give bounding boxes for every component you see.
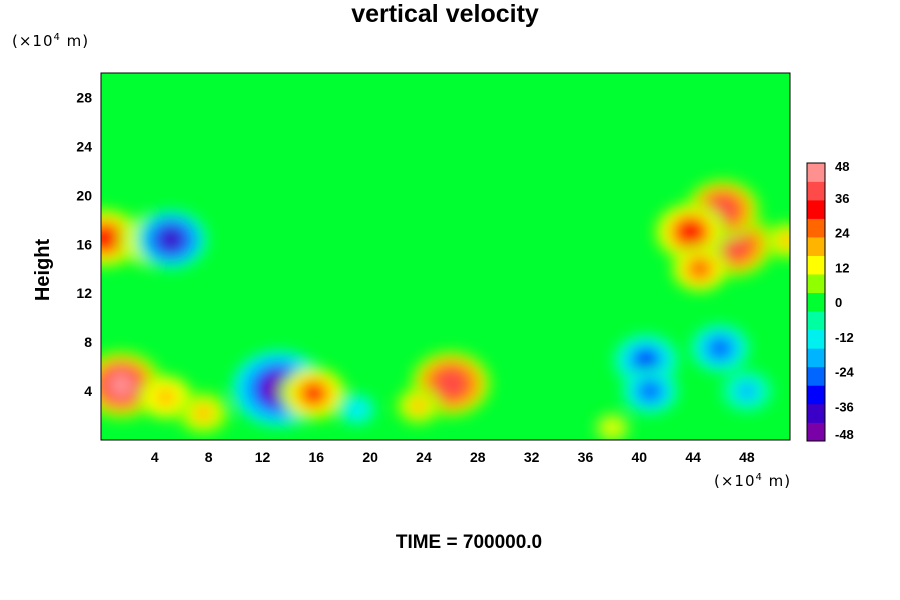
y-unit-exponent: 4 (53, 32, 61, 43)
velocity-feature (690, 259, 710, 279)
colorbar-segment (807, 218, 825, 238)
colorbar-segment (807, 237, 825, 256)
y-tick-label: 20 (76, 187, 92, 203)
y-unit-suffix: m) (60, 32, 90, 50)
velocity-feature (640, 381, 660, 401)
x-unit-exponent: 4 (755, 472, 763, 483)
y-tick-label: 12 (76, 285, 92, 301)
colorbar-tick-label: 12 (835, 260, 849, 275)
colorbar-tick-label: -12 (835, 330, 854, 345)
colorbar-tick-label: 48 (835, 159, 849, 174)
y-tick-label: 28 (76, 89, 92, 105)
colorbar-segment (807, 292, 825, 312)
plot-border (100, 72, 791, 441)
y-unit-prefix: (×10 (12, 32, 54, 50)
colorbar-segment (807, 366, 825, 386)
colorbar-segment (807, 422, 825, 442)
velocity-feature (107, 371, 136, 399)
y-tick-label: 8 (84, 334, 92, 350)
colorbar-tick-labels: 48 36 24 12 0 -12 -24 -36 -48 (835, 159, 855, 442)
x-tick-label: 8 (205, 449, 213, 465)
x-tick-label: 48 (739, 449, 755, 465)
x-tick-label: 12 (255, 449, 271, 465)
colorbar-segment (807, 385, 825, 405)
colorbar-segment (807, 255, 825, 275)
velocity-feature (302, 382, 325, 405)
y-tick-label: 4 (84, 383, 92, 399)
x-unit-prefix: (×10 (714, 472, 756, 490)
colorbar-segment (807, 311, 825, 331)
velocity-feature (158, 227, 184, 252)
x-tick-label: 32 (524, 449, 540, 465)
x-tick-label: 24 (416, 449, 432, 465)
velocity-feature (194, 404, 212, 422)
time-label: TIME = 700000.0 (395, 532, 543, 553)
colorbar (806, 162, 826, 442)
velocity-feature (411, 398, 427, 414)
velocity-feature (101, 226, 118, 250)
x-tick-label: 44 (685, 449, 701, 465)
y-axis-label: Height (32, 239, 54, 302)
y-tick-labels: 4 8 12 16 20 24 28 (76, 89, 92, 399)
colorbar-tick-label: -48 (835, 427, 854, 442)
colorbar-segment (807, 163, 825, 182)
colorbar-segment (807, 329, 825, 349)
colorbar-tick-label: -36 (835, 399, 854, 414)
x-tick-label: 36 (578, 449, 594, 465)
velocity-feature (349, 402, 364, 417)
x-tick-label: 4 (151, 449, 159, 465)
y-axis-unit: (×104 m) (12, 32, 89, 50)
velocity-feature (779, 233, 790, 248)
y-tick-label: 16 (76, 236, 92, 252)
velocity-feature (437, 370, 465, 397)
x-unit-suffix: m) (762, 472, 792, 490)
colorbar-tick-label: 36 (835, 191, 849, 206)
velocity-feature (605, 421, 619, 435)
colorbar-border (806, 162, 826, 442)
x-tick-label: 20 (362, 449, 378, 465)
chart-title: vertical velocity (351, 0, 539, 28)
colorbar-segment (807, 181, 825, 201)
colorbar-segment (807, 348, 825, 368)
colorbar-segment (807, 403, 825, 423)
y-tick-label: 24 (76, 138, 92, 154)
velocity-feature (678, 220, 703, 244)
colorbar-tick-label: 0 (835, 295, 842, 310)
velocity-feature (634, 349, 658, 372)
velocity-feature (738, 382, 756, 400)
x-axis-unit: (×104 m) (714, 472, 791, 490)
colorbar-segment (807, 200, 825, 219)
velocity-feature (156, 388, 175, 407)
x-tick-label: 16 (309, 449, 325, 465)
velocity-feature (709, 338, 731, 359)
x-tick-labels: 4 8 12 16 20 24 28 32 36 40 44 48 (151, 449, 755, 465)
colorbar-tick-label: 24 (835, 226, 850, 241)
x-tick-label: 28 (470, 449, 486, 465)
colorbar-tick-label: -24 (835, 365, 855, 380)
x-tick-label: 40 (631, 449, 647, 465)
heatmap-field (101, 73, 790, 440)
colorbar-segment (807, 274, 825, 294)
